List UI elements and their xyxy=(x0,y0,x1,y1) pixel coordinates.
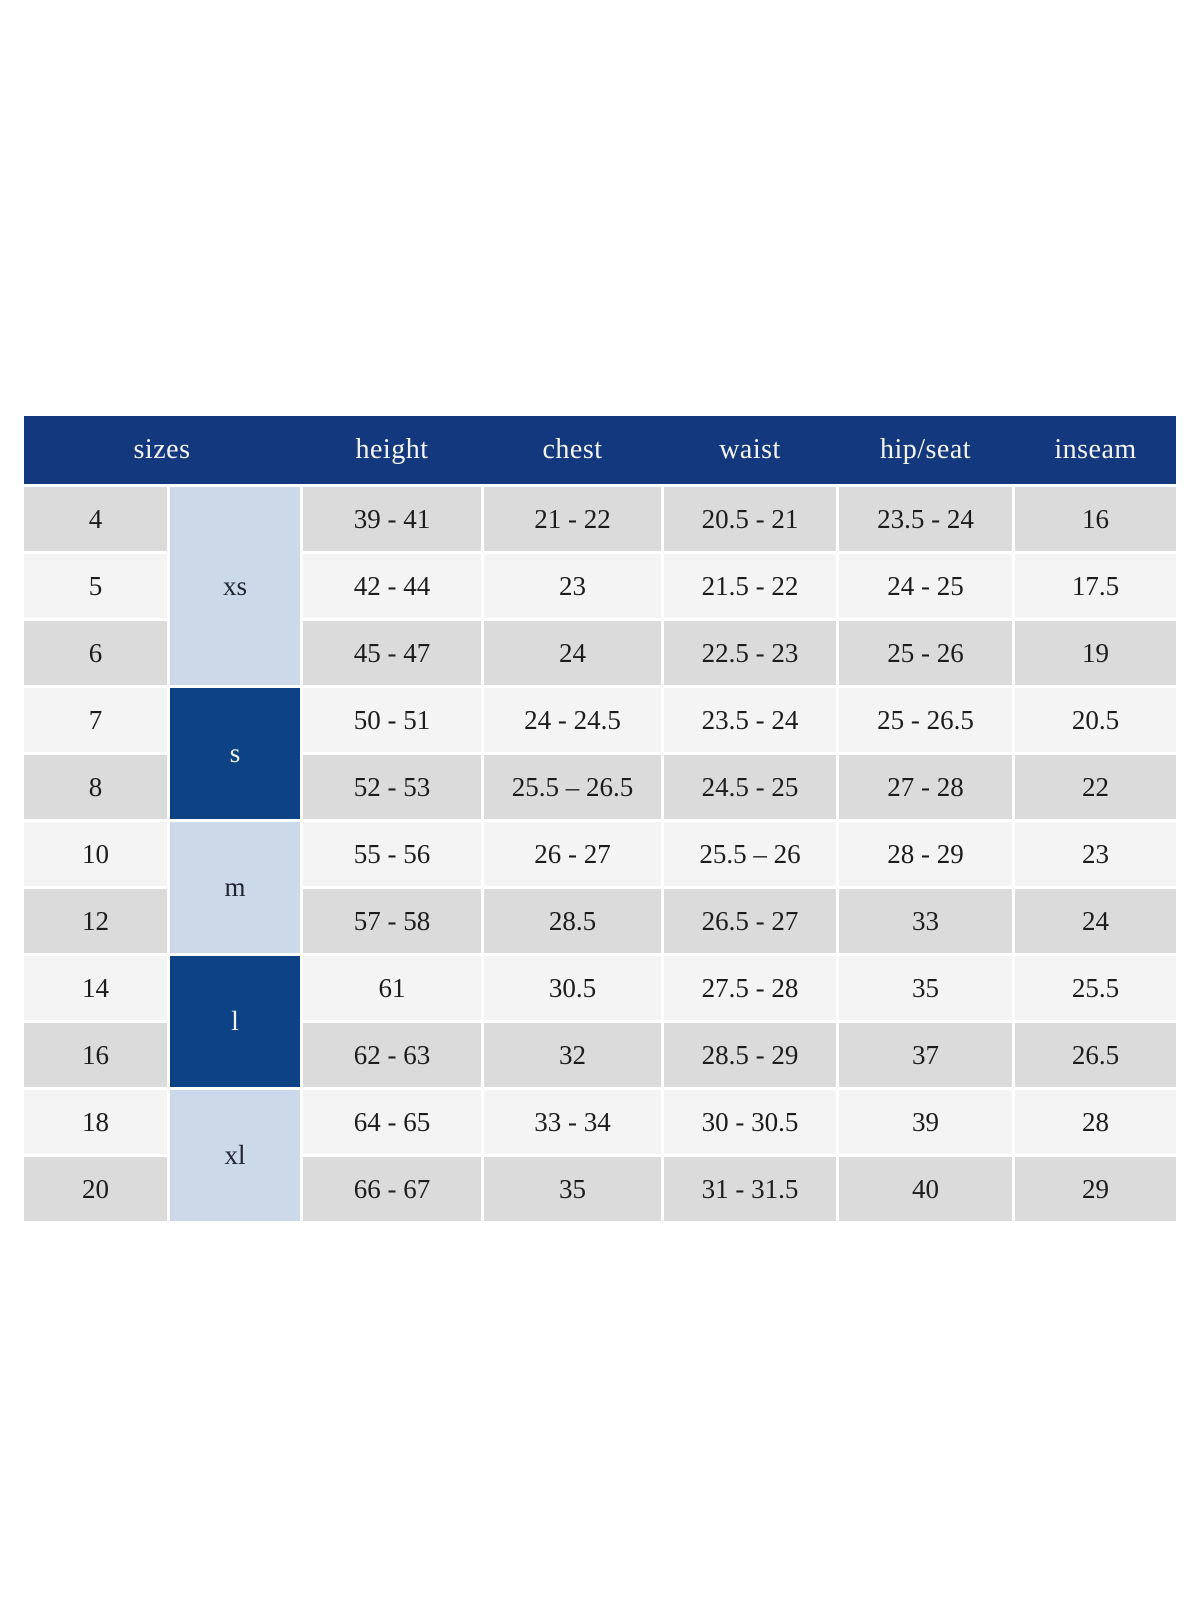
size-cell: 14 xyxy=(24,956,167,1020)
column-header-sizes: sizes xyxy=(133,434,191,465)
inseam-cell: 17.5 xyxy=(1015,554,1176,618)
inseam-cell: 24 xyxy=(1015,889,1176,953)
table-header-row: sizes height chest waist hip/seat inseam xyxy=(24,416,1176,484)
height-cell: 57 - 58 xyxy=(303,889,481,953)
inseam-cell: 22 xyxy=(1015,755,1176,819)
chest-cell: 26 - 27 xyxy=(484,822,661,886)
group-cell-l: l xyxy=(170,956,300,1087)
height-cell: 52 - 53 xyxy=(303,755,481,819)
chest-cell: 23 xyxy=(484,554,661,618)
hip-seat-cell: 33 xyxy=(839,889,1012,953)
size-chart-table: sizes height chest waist hip/seat inseam… xyxy=(24,416,1176,1221)
inseam-cell: 16 xyxy=(1015,487,1176,551)
chest-cell: 28.5 xyxy=(484,889,661,953)
waist-cell: 22.5 - 23 xyxy=(664,621,836,685)
column-header-hip-seat: hip/seat xyxy=(879,434,972,465)
height-cell: 42 - 44 xyxy=(303,554,481,618)
chest-cell: 24 xyxy=(484,621,661,685)
hip-seat-cell: 27 - 28 xyxy=(839,755,1012,819)
group-cell-xl: xl xyxy=(170,1090,300,1221)
hip-seat-cell: 35 xyxy=(839,956,1012,1020)
waist-cell: 27.5 - 28 xyxy=(664,956,836,1020)
chest-cell: 33 - 34 xyxy=(484,1090,661,1154)
hip-seat-cell: 23.5 - 24 xyxy=(839,487,1012,551)
height-cell: 55 - 56 xyxy=(303,822,481,886)
size-cell: 4 xyxy=(24,487,167,551)
group-cell-m: m xyxy=(170,822,300,953)
inseam-cell: 25.5 xyxy=(1015,956,1176,1020)
size-cell: 8 xyxy=(24,755,167,819)
waist-cell: 31 - 31.5 xyxy=(664,1157,836,1221)
height-cell: 66 - 67 xyxy=(303,1157,481,1221)
chest-cell: 35 xyxy=(484,1157,661,1221)
size-cell: 18 xyxy=(24,1090,167,1154)
waist-cell: 20.5 - 21 xyxy=(664,487,836,551)
column-header-height: height xyxy=(355,434,429,465)
size-cell: 16 xyxy=(24,1023,167,1087)
size-cell: 6 xyxy=(24,621,167,685)
height-cell: 45 - 47 xyxy=(303,621,481,685)
group-cell-xs: xs xyxy=(170,487,300,685)
waist-cell: 24.5 - 25 xyxy=(664,755,836,819)
height-cell: 39 - 41 xyxy=(303,487,481,551)
height-cell: 61 xyxy=(303,956,481,1020)
inseam-cell: 23 xyxy=(1015,822,1176,886)
size-cell: 20 xyxy=(24,1157,167,1221)
hip-seat-cell: 39 xyxy=(839,1090,1012,1154)
waist-cell: 28.5 - 29 xyxy=(664,1023,836,1087)
waist-cell: 26.5 - 27 xyxy=(664,889,836,953)
size-cell: 7 xyxy=(24,688,167,752)
chest-cell: 21 - 22 xyxy=(484,487,661,551)
inseam-cell: 19 xyxy=(1015,621,1176,685)
waist-cell: 23.5 - 24 xyxy=(664,688,836,752)
waist-cell: 21.5 - 22 xyxy=(664,554,836,618)
waist-cell: 30 - 30.5 xyxy=(664,1090,836,1154)
size-cell: 12 xyxy=(24,889,167,953)
chest-cell: 24 - 24.5 xyxy=(484,688,661,752)
size-cell: 5 xyxy=(24,554,167,618)
inseam-cell: 26.5 xyxy=(1015,1023,1176,1087)
hip-seat-cell: 24 - 25 xyxy=(839,554,1012,618)
hip-seat-cell: 28 - 29 xyxy=(839,822,1012,886)
hip-seat-cell: 40 xyxy=(839,1157,1012,1221)
chest-cell: 32 xyxy=(484,1023,661,1087)
chest-cell: 30.5 xyxy=(484,956,661,1020)
hip-seat-cell: 25 - 26 xyxy=(839,621,1012,685)
inseam-cell: 29 xyxy=(1015,1157,1176,1221)
hip-seat-cell: 25 - 26.5 xyxy=(839,688,1012,752)
column-header-inseam: inseam xyxy=(1054,434,1137,465)
chest-cell: 25.5 – 26.5 xyxy=(484,755,661,819)
height-cell: 50 - 51 xyxy=(303,688,481,752)
inseam-cell: 28 xyxy=(1015,1090,1176,1154)
column-header-chest: chest xyxy=(542,434,603,465)
hip-seat-cell: 37 xyxy=(839,1023,1012,1087)
table-body: 4 xs 39 - 41 21 - 22 20.5 - 21 23.5 - 24… xyxy=(24,487,1176,1221)
height-cell: 64 - 65 xyxy=(303,1090,481,1154)
inseam-cell: 20.5 xyxy=(1015,688,1176,752)
column-header-waist: waist xyxy=(719,434,781,465)
height-cell: 62 - 63 xyxy=(303,1023,481,1087)
group-cell-s: s xyxy=(170,688,300,819)
size-cell: 10 xyxy=(24,822,167,886)
waist-cell: 25.5 – 26 xyxy=(664,822,836,886)
